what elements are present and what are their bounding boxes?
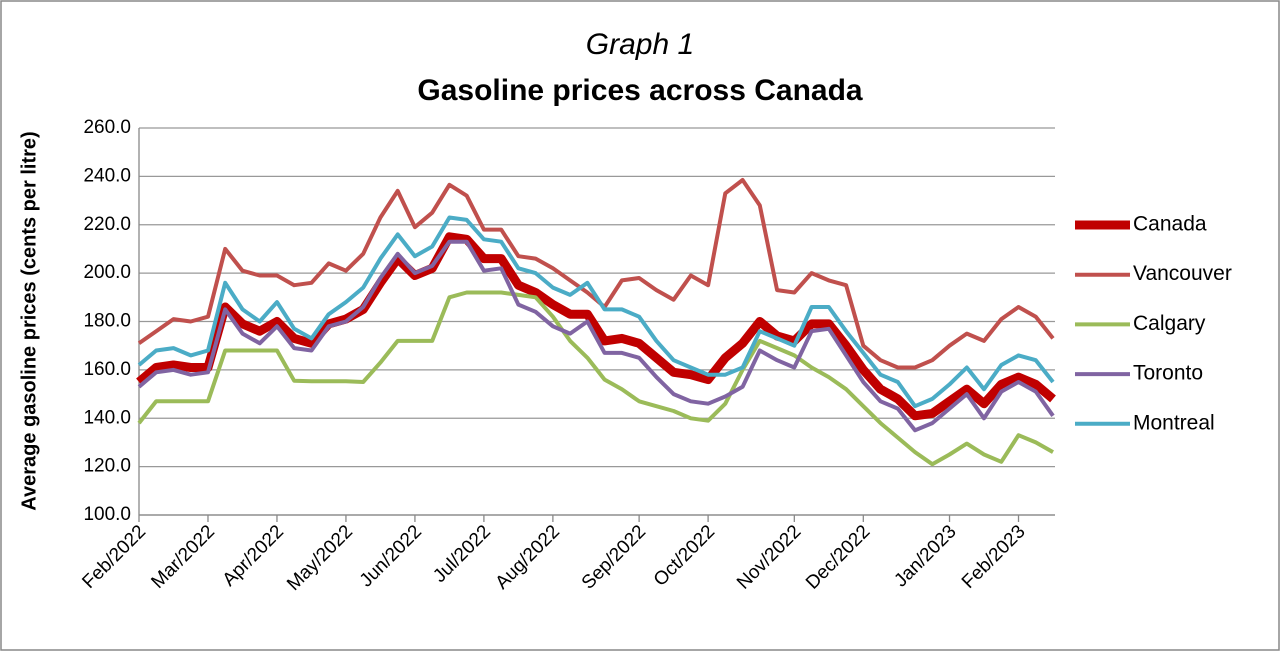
y-tick-label: 180.0 <box>83 311 131 332</box>
series-line <box>136 232 1056 421</box>
legend-label: Canada <box>1133 213 1207 236</box>
series-line <box>137 239 1055 433</box>
chart-title: Graph 1 <box>586 28 694 61</box>
y-tick-label: 260.0 <box>83 117 131 138</box>
chart-subtitle: Gasoline prices across Canada <box>417 74 863 107</box>
y-axis-label: Average gasoline prices (cents per litre… <box>18 131 40 510</box>
legend-label: Montreal <box>1133 411 1215 434</box>
series-line <box>137 290 1054 467</box>
y-tick-label: 160.0 <box>83 359 131 380</box>
y-tick-label: 220.0 <box>83 214 131 235</box>
series-line <box>137 215 1055 409</box>
legend-label: Calgary <box>1133 312 1206 335</box>
y-tick-label: 240.0 <box>83 165 131 186</box>
legend-label: Vancouver <box>1133 262 1232 285</box>
y-tick-label: 100.0 <box>83 504 131 525</box>
legend-label: Toronto <box>1133 362 1203 385</box>
y-tick-label: 200.0 <box>83 262 131 283</box>
y-tick-label: 140.0 <box>83 407 131 428</box>
y-tick-label: 120.0 <box>83 456 131 477</box>
